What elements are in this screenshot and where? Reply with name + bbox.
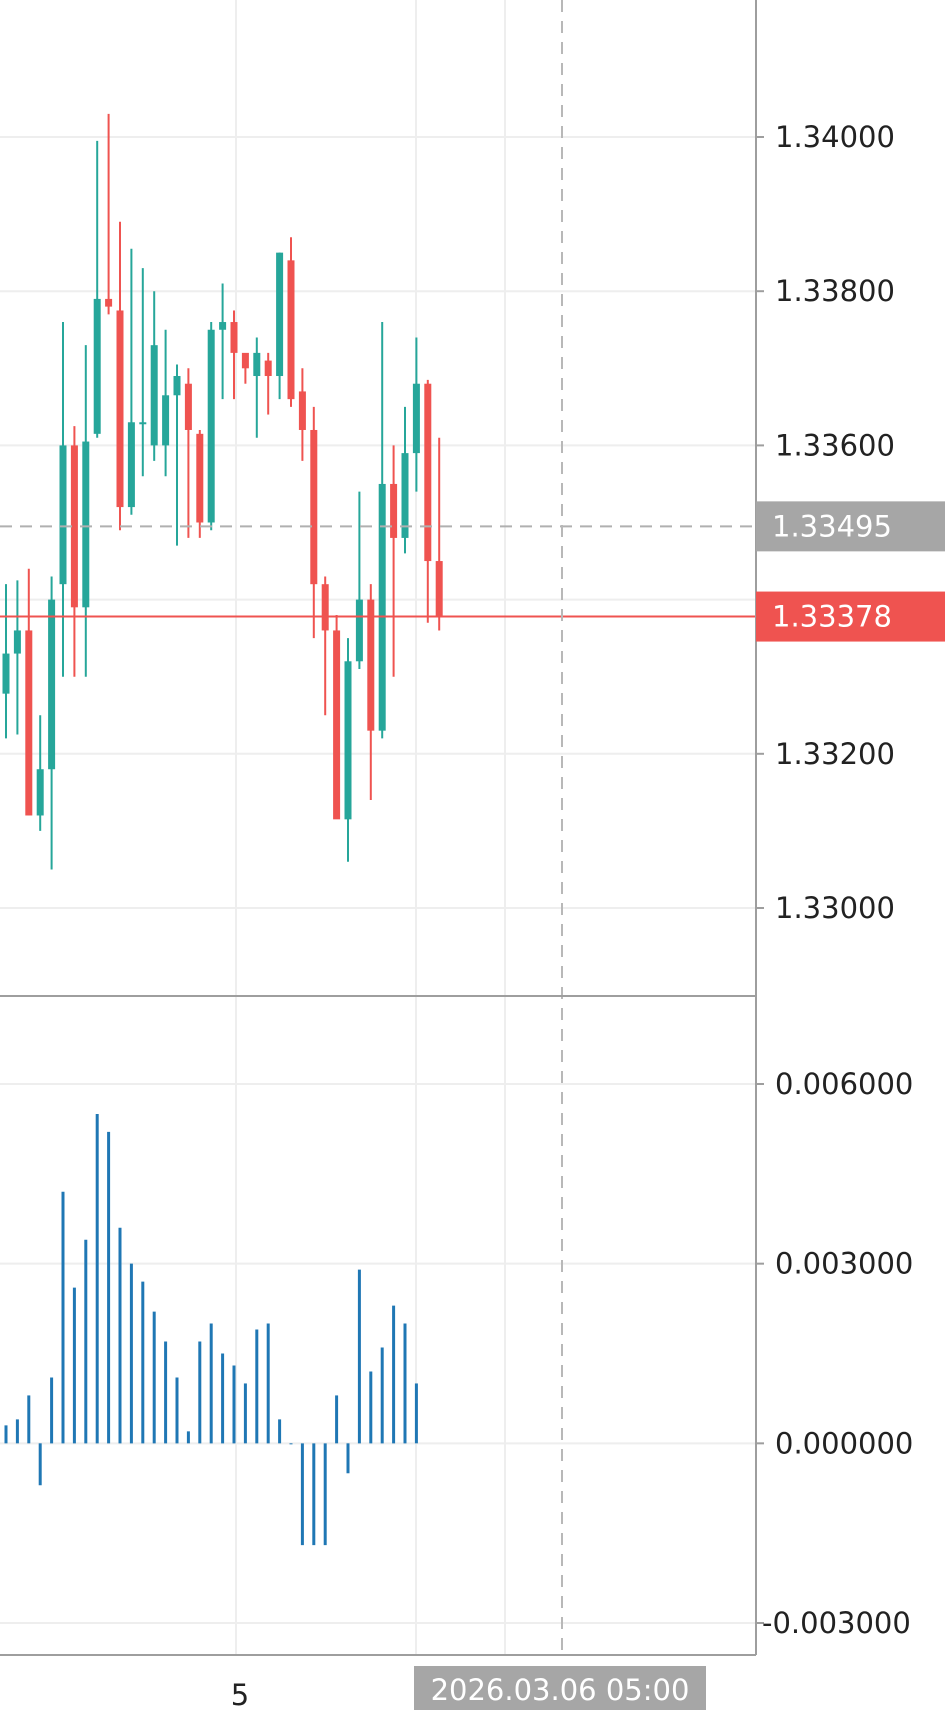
price-axis-tick-label: 1.33600: [775, 428, 895, 462]
candle-body: [13, 630, 21, 654]
price-axis-tick-label: 1.33000: [775, 891, 895, 925]
candle-body: [287, 260, 295, 400]
candle-body: [310, 429, 318, 585]
indicator-axis-labels: 0.006000 0.003000 0.000000 -0.003000: [756, 1067, 913, 1640]
candle-body: [401, 453, 409, 538]
candle-body: [333, 630, 341, 820]
candle-body: [59, 445, 67, 585]
candle-body: [367, 599, 375, 731]
candle-body: [25, 630, 33, 816]
reference-price-label: 1.33495: [772, 509, 892, 543]
candle-body: [264, 360, 272, 377]
candle-body: [298, 391, 306, 430]
candle-body: [150, 345, 158, 446]
candle-body: [321, 584, 329, 631]
candle-body: [184, 383, 192, 430]
candle-body: [378, 483, 386, 731]
last-price-label: 1.33378: [772, 600, 892, 634]
candle-body: [253, 352, 261, 377]
candle-body: [230, 322, 238, 353]
candle-body: [2, 653, 10, 694]
crosshair-time-badge: 2026.03.06 05:00: [414, 1666, 706, 1710]
candle-body: [207, 329, 215, 523]
indicator-axis-tick-label: -0.003000: [762, 1606, 911, 1640]
candle-body: [82, 441, 90, 608]
candle-body: [127, 422, 135, 508]
indicator-grid: [0, 1083, 756, 1624]
candle-body: [70, 445, 78, 608]
x-axis-tick-label: 5: [231, 1678, 249, 1712]
candle-body: [93, 298, 101, 434]
candle-body: [173, 376, 181, 396]
candle-body: [424, 383, 432, 562]
price-axis-tick-label: 1.33800: [775, 274, 895, 308]
candle-body: [36, 769, 44, 816]
candle-body: [241, 352, 249, 369]
indicator-axis-tick-label: 0.003000: [775, 1247, 913, 1281]
candle-body: [412, 383, 420, 454]
price-axis-tick-label: 1.33200: [775, 737, 895, 771]
candle-body: [390, 483, 398, 538]
crosshair-time-label: 2026.03.06 05:00: [431, 1673, 690, 1707]
candle-body: [48, 599, 56, 770]
candle-body: [105, 298, 113, 307]
last-price-badge: 1.33378: [756, 591, 945, 642]
candle-body: [162, 395, 170, 446]
price-axis-labels: 1.34000 1.33800 1.33600 1.33200 1.33000: [756, 120, 895, 925]
candlestick-series: [2, 113, 443, 870]
candle-body: [355, 599, 363, 662]
candle-body: [435, 561, 443, 617]
candle-body: [276, 252, 284, 377]
reference-price-badge: 1.33495: [756, 501, 945, 552]
indicator-axis-tick-label: 0.000000: [775, 1426, 913, 1460]
candle-body: [139, 422, 147, 425]
vertical-gridlines: [235, 0, 506, 1655]
histogram-series: [4, 1113, 418, 1546]
candle-body: [196, 433, 204, 523]
indicator-axis-tick-label: 0.006000: [775, 1067, 913, 1101]
candle-body: [344, 661, 352, 820]
candle-body: [219, 322, 227, 330]
price-axis-tick-label: 1.34000: [775, 120, 895, 154]
price-grid: [0, 136, 756, 909]
candle-body: [116, 310, 124, 508]
